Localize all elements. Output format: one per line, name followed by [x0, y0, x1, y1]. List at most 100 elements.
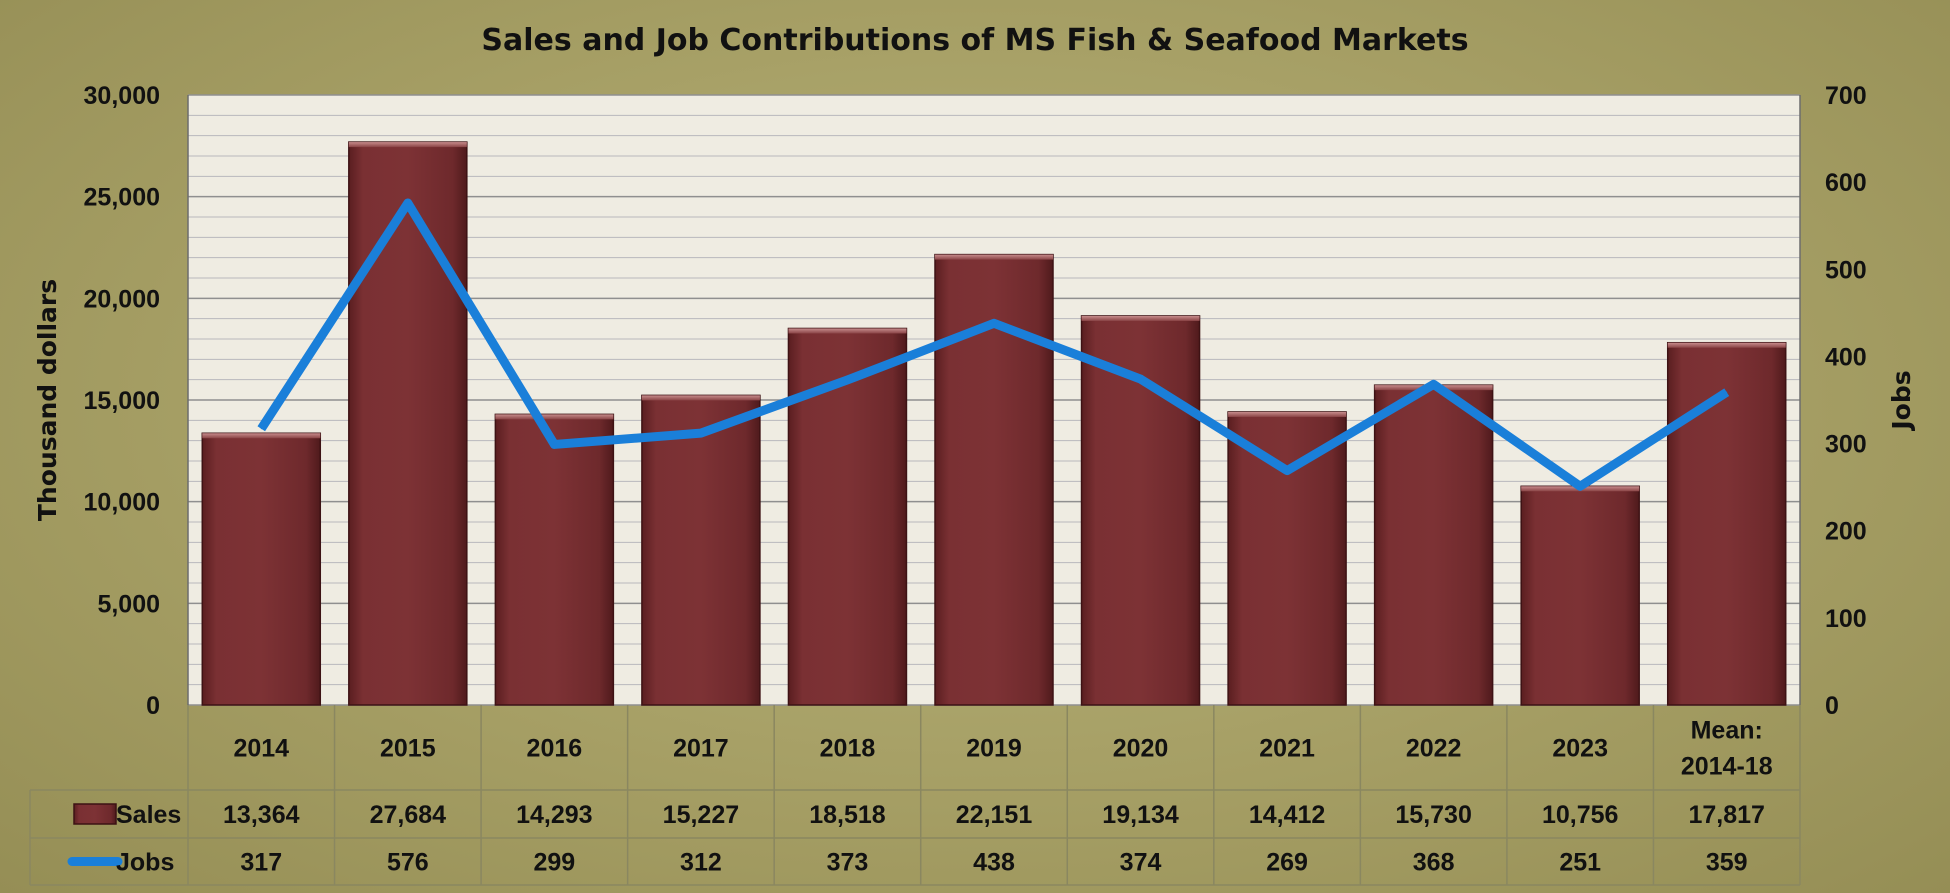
sales-value-label: 27,684 [370, 801, 447, 829]
jobs-point [993, 322, 995, 324]
sales-bar-group [1227, 411, 1347, 706]
category-label: 2018 [820, 735, 876, 763]
sales-value-label: 17,817 [1688, 801, 1764, 829]
y-tick-label: 10,000 [84, 489, 160, 517]
jobs-value-label: 576 [387, 849, 429, 877]
category-label: Mean: [1691, 717, 1763, 745]
category-label: 2020 [1113, 735, 1169, 763]
jobs-value-label: 251 [1559, 849, 1601, 877]
sales-bar [201, 432, 322, 706]
jobs-value-label: 374 [1120, 849, 1162, 877]
jobs-point [1726, 391, 1728, 393]
y-tick-label: 20,000 [84, 285, 160, 313]
sales-bar-highlight [1228, 411, 1347, 417]
sales-bar-group [1520, 485, 1640, 706]
y2-tick-label: 400 [1825, 343, 1867, 371]
sales-legend-label: Sales [116, 801, 181, 829]
sales-bar-highlight [788, 328, 907, 334]
sales-value-label: 18,518 [809, 801, 886, 829]
sales-value-label: 13,364 [223, 801, 300, 829]
axes: 0 5,000 10,000 15,000 20,000 25,000 30,000 0 100… [84, 82, 1867, 720]
y2-axis-label: Jobs [1887, 370, 1916, 431]
sales-bar-group [1373, 384, 1494, 706]
sales-bar-group [641, 394, 761, 706]
jobs-value-label: 438 [973, 849, 1015, 877]
sales-bar-highlight [1667, 342, 1786, 348]
y-tick-label: 5,000 [97, 590, 160, 618]
y2-tick-label: 200 [1825, 518, 1867, 546]
jobs-value-label: 317 [240, 849, 282, 877]
sales-bars [201, 141, 1787, 706]
jobs-value-label: 359 [1706, 849, 1748, 877]
sales-value-label: 15,730 [1395, 801, 1471, 829]
sales-value-label: 14,293 [516, 801, 592, 829]
sales-bar [1227, 411, 1347, 706]
sales-bar-group [201, 432, 322, 706]
sales-bar [494, 413, 615, 706]
sales-bar [787, 327, 908, 706]
sales-value-label: 15,227 [663, 801, 739, 829]
jobs-line-layer [257, 198, 1730, 491]
category-label: 2017 [673, 735, 729, 763]
chart-title: Sales and Job Contributions of MS Fish &… [481, 23, 1468, 58]
category-label: 2023 [1552, 735, 1608, 763]
jobs-value-label: 299 [534, 849, 576, 877]
jobs-value-label: 368 [1413, 849, 1455, 877]
y2-tick-label: 500 [1825, 256, 1867, 284]
sales-bar-group [787, 327, 908, 706]
sales-legend-key [73, 803, 117, 825]
jobs-point [1433, 383, 1435, 385]
jobs-point [700, 432, 702, 434]
sales-bar [641, 394, 761, 706]
y-tick-label: 30,000 [84, 82, 160, 110]
sales-value-label: 22,151 [956, 801, 1033, 829]
sales-bar [1373, 384, 1494, 706]
sales-bar-group [1666, 341, 1787, 706]
jobs-legend-label: Jobs [116, 849, 174, 877]
jobs-point [553, 443, 555, 445]
sales-bar-highlight [1081, 315, 1200, 321]
jobs-point [407, 202, 409, 204]
y-tick-label: 25,000 [84, 184, 160, 212]
category-label: 2016 [527, 735, 583, 763]
sales-bar-group [934, 253, 1054, 706]
sales-bar-highlight [935, 254, 1053, 260]
sales-bar [1520, 485, 1640, 706]
sales-bar-highlight [348, 142, 467, 148]
sales-bar [348, 141, 468, 706]
sales-bar [1666, 341, 1787, 706]
sales-value-label: 10,756 [1542, 801, 1618, 829]
sales-bar-highlight [202, 433, 321, 439]
jobs-point [1140, 378, 1142, 380]
jobs-point [1579, 485, 1581, 487]
y-tick-label: 0 [146, 692, 160, 720]
sales-bar-highlight [495, 414, 614, 420]
jobs-point [1286, 470, 1288, 472]
y2-tick-label: 300 [1825, 431, 1867, 459]
jobs-value-label: 312 [680, 849, 722, 877]
y-tick-label: 15,000 [84, 387, 160, 415]
y2-tick-label: 700 [1825, 82, 1867, 110]
y2-tick-label: 100 [1825, 605, 1867, 633]
y2-tick-label: 600 [1825, 169, 1867, 197]
category-label: 2019 [966, 735, 1022, 763]
sales-bar-group [348, 141, 468, 706]
category-label: 2015 [380, 735, 436, 763]
sales-value-label: 14,412 [1249, 801, 1325, 829]
y2-tick-label: 0 [1825, 692, 1839, 720]
category-label: 2014-18 [1681, 753, 1773, 781]
data-table: 2014 2015 2016 2017 2018 2019 2020 2021 2022 2023… [29, 705, 1801, 886]
sales-bar [934, 253, 1054, 706]
sales-bar-highlight [641, 395, 760, 401]
jobs-value-label: 373 [827, 849, 869, 877]
jobs-point [846, 379, 848, 381]
sales-value-label: 19,134 [1102, 801, 1179, 829]
y-axis-label: Thousand dollars [33, 279, 62, 521]
sales-bar-group [494, 413, 615, 706]
category-label: 2022 [1406, 735, 1462, 763]
jobs-value-label: 269 [1266, 849, 1308, 877]
jobs-point [260, 428, 262, 430]
category-label: 2014 [233, 735, 289, 763]
